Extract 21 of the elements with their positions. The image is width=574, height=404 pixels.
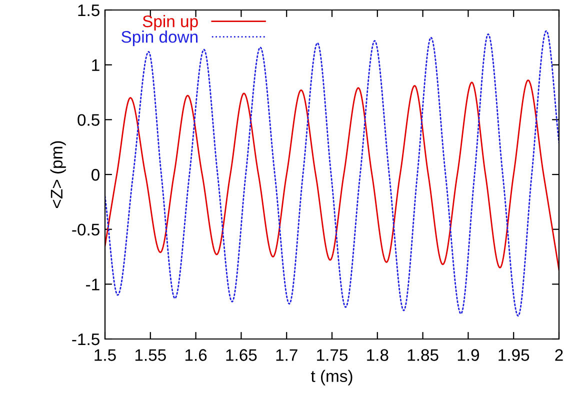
x-tick-label: 1.8 <box>367 349 388 361</box>
y-tick-label: -1.5 <box>72 334 100 346</box>
y-axis-title: <Z> (pm) <box>50 141 66 208</box>
y-tick-label: 0.5 <box>78 114 100 126</box>
x-tick-label: 1.55 <box>135 349 166 361</box>
legend-label: Spin down <box>122 30 198 46</box>
x-tick-label: 1.7 <box>276 349 298 361</box>
x-tick-label: 1.75 <box>317 349 348 361</box>
y-tick-label: 1 <box>92 59 100 71</box>
x-tick-label: 1.95 <box>498 349 530 361</box>
x-tick-label: 1.85 <box>408 349 438 361</box>
x-tick-label: 1.6 <box>185 349 207 361</box>
y-tick-label: -0.5 <box>72 224 100 236</box>
x-tick-label: 1.9 <box>458 349 479 361</box>
x-tick-label: 2 <box>555 349 563 361</box>
y-tick-label: -1 <box>86 278 100 290</box>
text: Spin up <box>142 15 198 31</box>
x-tick-label: 1.65 <box>226 349 257 361</box>
y-tick-label: 0 <box>92 168 100 181</box>
x-axis-title: t (ms) <box>310 370 352 386</box>
y-tick-label: 1.5 <box>78 4 100 16</box>
